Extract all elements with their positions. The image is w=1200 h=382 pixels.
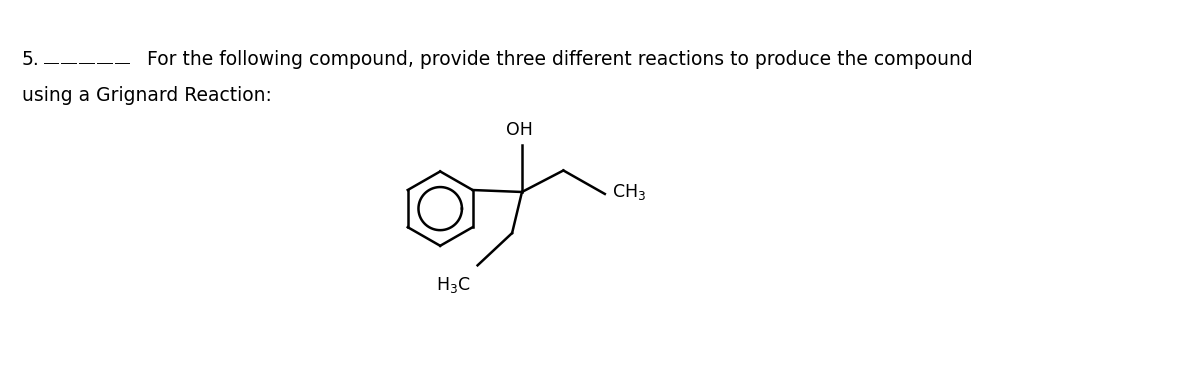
Text: For the following compound, provide three different reactions to produce the com: For the following compound, provide thre… xyxy=(148,50,973,69)
Text: 5.: 5. xyxy=(22,50,40,69)
Text: CH$_3$: CH$_3$ xyxy=(612,182,646,202)
Text: OH: OH xyxy=(505,121,533,139)
Text: H$_3$C: H$_3$C xyxy=(436,275,470,295)
Text: using a Grignard Reaction:: using a Grignard Reaction: xyxy=(22,86,271,105)
